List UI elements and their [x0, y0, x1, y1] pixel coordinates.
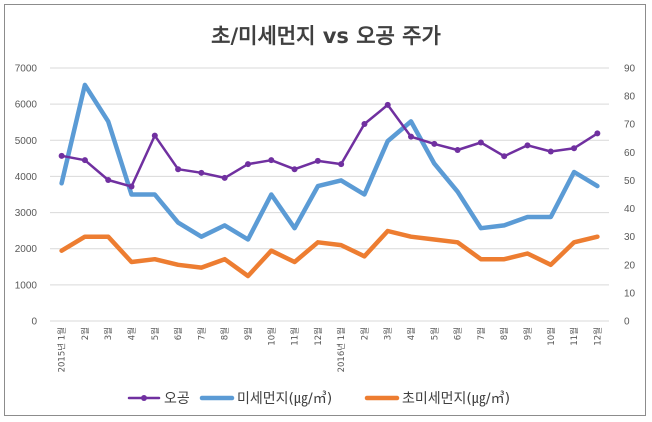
right-tick-label: 50: [624, 176, 636, 187]
x-tick-label: 6월: [173, 327, 184, 340]
x-tick-label: 2월: [80, 327, 91, 340]
legend-item-1: 미세먼지(㎍/㎥): [199, 391, 332, 407]
x-tick-label: 3월: [383, 327, 394, 340]
data-point: [291, 166, 298, 173]
legend-label: 미세먼지(㎍/㎥): [237, 391, 332, 407]
right-tick-label: 80: [624, 92, 636, 103]
x-tick-label: 8월: [499, 327, 510, 340]
right-tick-label: 10: [624, 288, 636, 299]
data-point: [384, 101, 391, 108]
x-tick-label: 12월: [313, 327, 324, 346]
x-tick-label: 4월: [127, 327, 138, 340]
x-tick-label: 5월: [429, 327, 440, 340]
data-point: [198, 169, 205, 176]
x-tick-label: 7월: [196, 327, 207, 340]
right-tick-label: 30: [624, 232, 636, 243]
data-point: [128, 183, 135, 190]
x-tick-label: 9월: [522, 327, 533, 340]
data-point: [81, 157, 88, 164]
x-tick-label: 10월: [546, 327, 557, 346]
left-tick-label: 5000: [15, 136, 38, 147]
left-tick-label: 3000: [15, 208, 38, 219]
x-tick-label: 10월: [266, 327, 277, 346]
legend: 오공 미세먼지(㎍/㎥) 초미세먼지(㎍/㎥): [127, 391, 510, 407]
chart-frame: 초/미세먼지 vs 오공 주가 0 1000 2000 3000 4000 5000 600…: [4, 4, 646, 416]
data-point: [175, 166, 182, 173]
left-tick-label: 2000: [15, 244, 38, 255]
data-point: [151, 132, 158, 139]
x-tick-label: 8월: [220, 327, 231, 340]
legend-label: 오공: [164, 391, 190, 407]
x-tick-label: 4월: [406, 327, 417, 340]
data-point: [594, 130, 601, 137]
data-point: [221, 174, 228, 181]
x-tick-label: 11월: [290, 327, 301, 346]
series-line-1: [59, 82, 600, 242]
data-point: [361, 121, 368, 128]
right-tick-label: 40: [624, 204, 636, 215]
left-tick-label: 4000: [15, 172, 38, 183]
series-line-0: [60, 103, 599, 188]
data-point: [454, 147, 461, 154]
right-tick-label: 90: [624, 64, 636, 75]
right-tick-label: 0: [624, 317, 630, 328]
left-tick-label: 0: [31, 317, 37, 328]
data-point: [105, 177, 112, 184]
series-line-2: [59, 228, 600, 279]
data-point: [268, 157, 275, 164]
left-tick-label: 6000: [15, 100, 38, 111]
right-tick-label: 60: [624, 148, 636, 159]
data-point: [571, 145, 578, 152]
data-point: [477, 139, 484, 146]
legend-label: 초미세먼지(㎍/㎥): [402, 391, 510, 407]
x-tick-label: 11월: [569, 327, 580, 346]
data-point: [244, 161, 251, 168]
data-point: [501, 153, 508, 160]
legend-item-0: 오공: [127, 391, 190, 407]
series-layer: [58, 82, 601, 279]
data-point: [58, 152, 65, 159]
data-point: [547, 148, 554, 155]
legend-item-2: 초미세먼지(㎍/㎥): [364, 391, 510, 407]
data-point: [314, 157, 321, 164]
x-tick-label: 7월: [476, 327, 487, 340]
data-point: [431, 140, 438, 147]
data-point: [524, 142, 531, 149]
x-tick-label: 5월: [150, 327, 161, 340]
x-tick-label: 9월: [243, 327, 254, 340]
x-tick-label: 2016년 1월: [336, 327, 347, 372]
chart-canvas: 초/미세먼지 vs 오공 주가 010002000300040005000600…: [15, 24, 636, 407]
grid-lines: [50, 67, 609, 322]
legend-marker: [141, 395, 147, 401]
data-point: [338, 161, 345, 168]
left-axis: 0 1000 2000 3000 4000 5000 6000 7000: [15, 64, 38, 328]
x-axis: 2015년 1월 2월 3월 4월 5월 6월 7월 8월 9월 10월 11월 12월 2016년 1…: [57, 327, 604, 372]
x-tick-label: 2월: [359, 327, 370, 340]
left-tick-label: 1000: [15, 280, 38, 291]
left-tick-label: 7000: [15, 64, 38, 75]
x-tick-label: 6월: [453, 327, 464, 340]
x-tick-label: 2015년 1월: [57, 327, 68, 372]
right-axis: 0 10 20 30 40 50 60 70 80 90: [624, 64, 636, 328]
data-point: [408, 133, 415, 140]
right-tick-label: 70: [624, 120, 636, 131]
x-tick-label: 12월: [592, 327, 603, 346]
x-tick-label: 3월: [103, 327, 114, 340]
chart-title: 초/미세먼지 vs 오공 주가: [211, 24, 441, 48]
right-tick-label: 20: [624, 260, 636, 271]
